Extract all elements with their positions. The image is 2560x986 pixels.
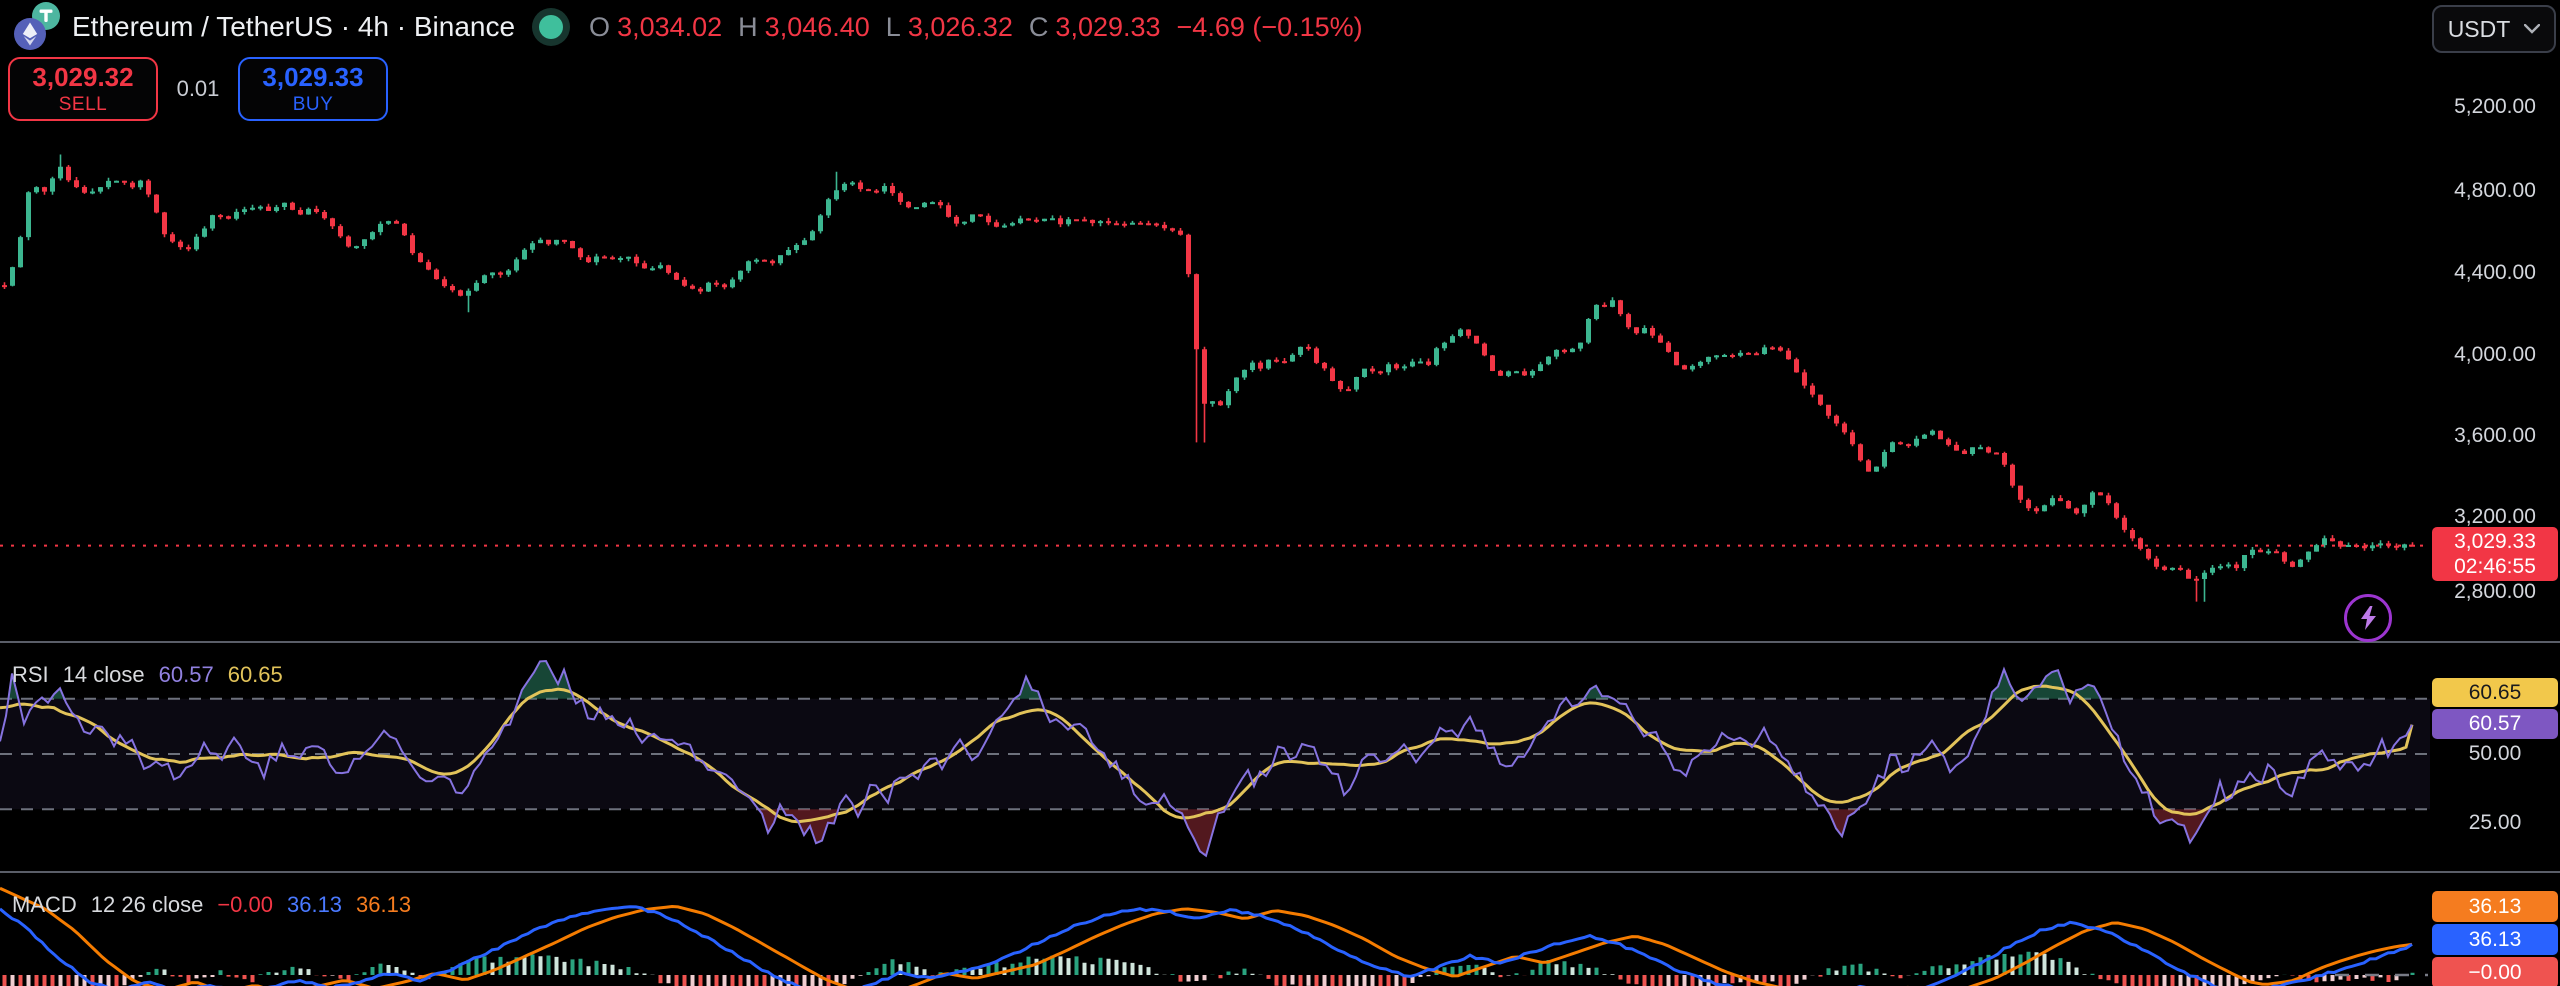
open-value: 3,034.02: [617, 11, 723, 42]
price-tick-label: 4,400.00: [2454, 261, 2536, 284]
rsi-current-value: 60.57: [158, 662, 214, 687]
eth-usdt-pair-icon: [14, 2, 60, 50]
macd-signal-current: 36.13: [356, 892, 412, 917]
macd-indicator-chart[interactable]: [0, 873, 2560, 986]
buy-label: BUY: [292, 94, 334, 115]
chevron-down-icon: [2524, 24, 2541, 34]
market-status-icon[interactable]: [539, 15, 564, 39]
high-label: H: [738, 11, 758, 42]
close-value: 3,029.33: [1055, 11, 1161, 42]
spread-value: 0.01: [176, 76, 220, 101]
pane-resize-handle[interactable]: [0, 641, 2560, 643]
last-price-value: 3,029.33: [2454, 530, 2536, 553]
rsi-tick-label: 50.00: [2468, 742, 2522, 765]
rsi-tick-label: 25.00: [2468, 811, 2522, 834]
low-label: L: [885, 11, 901, 42]
sell-label: SELL: [58, 94, 108, 115]
open-label: O: [589, 11, 611, 42]
symbol-title[interactable]: Ethereum / TetherUS · 4h · Binance: [72, 11, 516, 42]
instant-order-button[interactable]: [2344, 594, 2392, 642]
price-tick-label: 3,600.00: [2454, 424, 2536, 447]
price-tick-label: 4,000.00: [2454, 343, 2536, 366]
macd-signal-badge: 36.13: [2432, 891, 2558, 922]
lightning-icon: [2361, 606, 2376, 630]
sell-button[interactable]: 3,029.32 SELL: [8, 57, 158, 121]
macd-params: 12 26 close: [90, 892, 204, 917]
rsi-indicator-chart[interactable]: [0, 643, 2560, 871]
sell-price: 3,029.32: [32, 62, 134, 92]
macd-legend[interactable]: MACD 12 26 close −0.00 36.13 36.13: [12, 892, 411, 918]
currency-selector[interactable]: USDT: [2432, 5, 2556, 53]
price-tick-label: 3,200.00: [2454, 505, 2536, 528]
macd-title: MACD: [12, 892, 77, 917]
low-value: 3,026.32: [907, 11, 1013, 42]
price-tick-label: 4,800.00: [2454, 179, 2536, 202]
buy-button[interactable]: 3,029.33 BUY: [238, 57, 388, 121]
high-value: 3,046.40: [764, 11, 870, 42]
macd-line-current: 36.13: [286, 892, 343, 917]
main-price-chart[interactable]: [0, 0, 2560, 643]
rsi-ma-badge: 60.65: [2432, 678, 2558, 707]
macd-hist-badge: −0.00: [2432, 957, 2558, 986]
ohlc-readout: O 3,034.02 H 3,046.40 L 3,026.32 C 3,029…: [589, 12, 1363, 43]
rsi-params: 14 close: [62, 662, 145, 687]
change-value: −4.69 (−0.15%): [1176, 11, 1363, 42]
rsi-legend[interactable]: RSI 14 close 60.57 60.65: [12, 662, 283, 688]
rsi-ma-current-value: 60.65: [227, 662, 283, 687]
symbol-header: Ethereum / TetherUS · 4h · Binance O 3,0…: [10, 0, 1363, 54]
last-price-badge: 3,029.33 02:46:55: [2432, 527, 2558, 581]
rsi-title: RSI: [12, 662, 49, 687]
buy-price: 3,029.33: [262, 62, 364, 92]
macd-hist-current: −0.00: [217, 892, 273, 917]
pane-resize-handle[interactable]: [0, 871, 2560, 873]
bar-countdown: 02:46:55: [2454, 555, 2536, 578]
order-panel: 3,029.32 SELL 0.01 3,029.33 BUY: [8, 57, 388, 121]
price-axis[interactable]: 60.65 60.57 36.13 36.13 −0.00 5,200.00 4,…: [2430, 0, 2560, 986]
macd-value-badge: 36.13: [2432, 924, 2558, 955]
currency-label: USDT: [2447, 15, 2511, 42]
close-label: C: [1028, 11, 1049, 42]
price-tick-label: 5,200.00: [2454, 95, 2536, 118]
price-tick-label: 2,800.00: [2454, 580, 2536, 603]
rsi-value-badge: 60.57: [2432, 709, 2558, 739]
